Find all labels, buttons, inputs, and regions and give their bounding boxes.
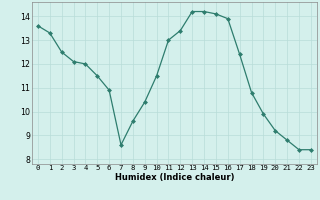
- X-axis label: Humidex (Indice chaleur): Humidex (Indice chaleur): [115, 173, 234, 182]
